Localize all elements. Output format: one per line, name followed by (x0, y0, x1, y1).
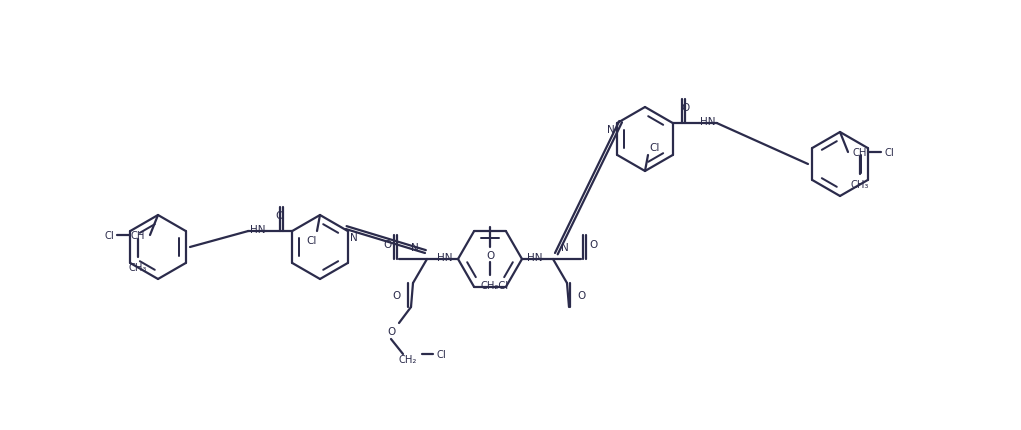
Text: N: N (350, 233, 357, 243)
Text: O: O (383, 240, 391, 249)
Text: HN: HN (249, 224, 265, 234)
Text: CH: CH (853, 147, 867, 158)
Text: CH₂: CH₂ (399, 354, 418, 364)
Text: O: O (577, 290, 585, 300)
Text: O: O (392, 290, 400, 300)
Text: N: N (562, 243, 569, 252)
Text: CH₃: CH₃ (850, 180, 869, 190)
Text: O: O (486, 250, 494, 261)
Text: O: O (276, 211, 284, 221)
Text: CH₂Cl: CH₂Cl (481, 280, 509, 290)
Text: O: O (387, 326, 395, 336)
Text: Cl: Cl (307, 236, 318, 246)
Text: CH: CH (131, 230, 145, 240)
Text: N: N (411, 243, 419, 252)
Text: Cl: Cl (436, 349, 446, 359)
Text: O: O (589, 240, 597, 249)
Text: CH₃: CH₃ (129, 262, 147, 272)
Text: HN: HN (437, 252, 452, 262)
Text: Cl: Cl (104, 230, 114, 240)
Text: N: N (607, 125, 616, 135)
Text: Cl: Cl (884, 147, 893, 158)
Text: Cl: Cl (649, 143, 661, 153)
Text: HN: HN (700, 117, 716, 127)
Text: O: O (682, 103, 690, 113)
Text: HN: HN (527, 252, 543, 262)
